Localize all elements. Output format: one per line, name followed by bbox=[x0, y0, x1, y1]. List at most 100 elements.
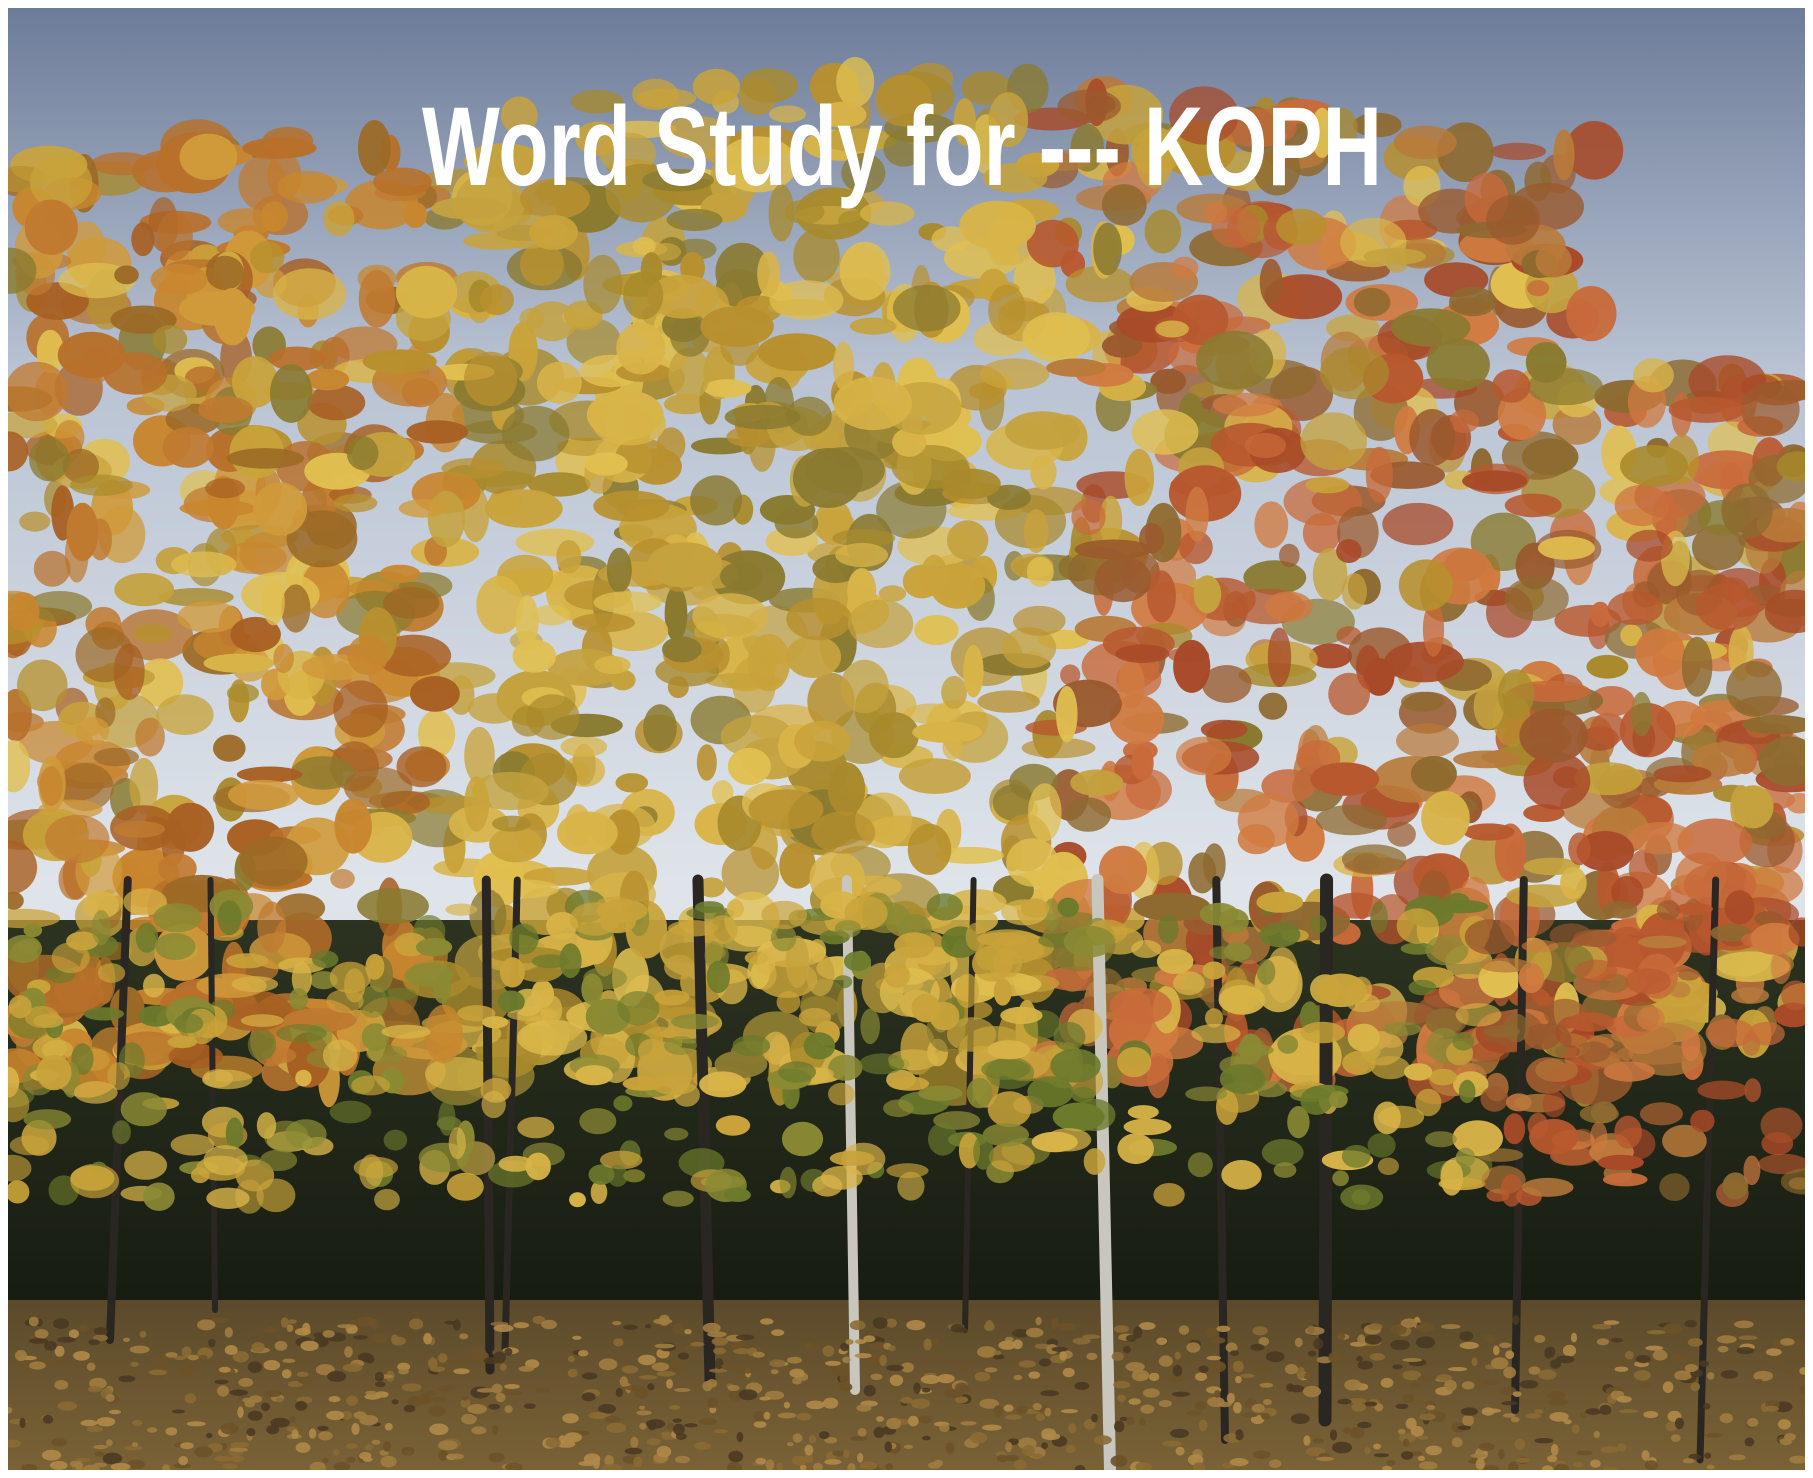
leaf-cluster bbox=[583, 255, 622, 314]
leaf-cluster bbox=[1529, 1119, 1578, 1155]
fallen-leaf bbox=[1111, 1455, 1128, 1467]
leaf-cluster bbox=[1176, 737, 1231, 776]
leaf-cluster bbox=[1681, 1029, 1700, 1061]
fallen-leaf bbox=[1114, 1421, 1124, 1433]
leaf-cluster bbox=[1171, 257, 1199, 280]
leaf-cluster bbox=[1602, 901, 1637, 918]
leaf-cluster bbox=[841, 660, 889, 714]
leaf-cluster bbox=[381, 988, 417, 1001]
fallen-leaf bbox=[230, 1456, 245, 1462]
leaf-cluster bbox=[34, 551, 71, 587]
leaf-cluster bbox=[529, 215, 578, 250]
fallen-leaf bbox=[1542, 1465, 1554, 1473]
leaf-cluster bbox=[1775, 751, 1798, 775]
fallen-leaf bbox=[1074, 1382, 1089, 1390]
fallen-leaf bbox=[855, 1353, 872, 1358]
fallen-leaf bbox=[809, 1435, 816, 1443]
fallen-leaf bbox=[1214, 1390, 1220, 1398]
leaf-cluster bbox=[1429, 1069, 1457, 1086]
fallen-leaf bbox=[1505, 1350, 1514, 1359]
leaf-cluster bbox=[482, 1016, 508, 1028]
fallen-leaf bbox=[1113, 1381, 1130, 1389]
fallen-leaf bbox=[1721, 1370, 1738, 1379]
fallen-leaf bbox=[1780, 1438, 1792, 1445]
fallen-leaf bbox=[223, 1463, 238, 1469]
fallen-leaf bbox=[652, 1362, 670, 1371]
fallen-leaf bbox=[721, 1364, 734, 1368]
leaf-cluster bbox=[928, 1123, 958, 1156]
leaf-cluster bbox=[980, 358, 1049, 389]
leaf-cluster bbox=[947, 520, 988, 560]
fallen-leaf bbox=[326, 1411, 344, 1420]
leaf-cluster bbox=[285, 1119, 327, 1149]
fallen-leaf bbox=[593, 1458, 600, 1469]
leaf-cluster bbox=[707, 961, 730, 994]
fallen-leaf bbox=[484, 1357, 500, 1364]
leaf-cluster bbox=[1310, 762, 1379, 795]
leaf-cluster bbox=[114, 573, 174, 606]
leaf-cluster bbox=[720, 562, 763, 592]
leaf-cluster bbox=[365, 954, 384, 980]
fallen-leaf bbox=[787, 1442, 794, 1446]
fallen-leaf bbox=[921, 1375, 940, 1384]
leaf-cluster bbox=[218, 900, 242, 935]
fallen-leaf bbox=[960, 1421, 976, 1425]
fallen-leaf bbox=[197, 1319, 215, 1330]
fallen-leaf bbox=[1149, 1373, 1159, 1381]
fallen-leaf bbox=[43, 1415, 53, 1424]
leaf-cluster bbox=[5, 362, 69, 421]
leaf-cluster bbox=[575, 1065, 613, 1085]
leaf-cluster bbox=[257, 1112, 276, 1139]
fallen-leaf bbox=[1307, 1325, 1315, 1334]
fallen-leaf bbox=[1208, 1361, 1226, 1373]
fallen-leaf bbox=[885, 1441, 893, 1452]
fallen-leaf bbox=[1458, 1426, 1471, 1431]
fallen-leaf bbox=[1179, 1325, 1189, 1335]
fallen-leaf bbox=[739, 1389, 758, 1400]
fallen-leaf bbox=[1799, 1367, 1808, 1375]
fallen-leaf bbox=[29, 1338, 49, 1344]
leaf-cluster bbox=[812, 1175, 842, 1197]
fallen-leaf bbox=[694, 1442, 711, 1450]
leaf-cluster bbox=[1021, 899, 1050, 918]
fallen-leaf bbox=[318, 1431, 333, 1440]
fallen-leaf bbox=[1172, 1392, 1190, 1397]
fallen-leaf bbox=[1199, 1420, 1208, 1432]
fallen-leaf bbox=[879, 1355, 887, 1366]
fallen-leaf bbox=[1645, 1346, 1663, 1351]
leaf-cluster bbox=[333, 680, 388, 737]
leaf-cluster bbox=[1300, 1022, 1345, 1044]
leaf-cluster bbox=[70, 475, 133, 496]
leaf-cluster bbox=[1185, 1087, 1227, 1102]
leaf-cluster bbox=[323, 1040, 358, 1072]
leaf-cluster bbox=[521, 1026, 559, 1049]
fallen-leaf bbox=[375, 1372, 384, 1382]
fallen-leaf bbox=[264, 1360, 281, 1370]
fallen-leaf bbox=[1159, 1400, 1172, 1407]
fallen-leaf bbox=[1725, 1357, 1732, 1367]
fallen-leaf bbox=[513, 1322, 529, 1328]
leaf-cluster bbox=[206, 1188, 249, 1209]
fallen-leaf bbox=[1290, 1385, 1305, 1393]
fallen-leaf bbox=[221, 1423, 239, 1435]
fallen-leaf bbox=[1063, 1368, 1075, 1378]
fallen-leaf bbox=[633, 1457, 642, 1468]
fallen-leaf bbox=[1313, 1438, 1324, 1443]
fallen-leaf bbox=[166, 1427, 178, 1435]
fallen-leaf bbox=[1425, 1446, 1442, 1456]
fallen-leaf bbox=[985, 1367, 998, 1372]
fallen-leaf bbox=[1707, 1372, 1714, 1380]
leaf-cluster bbox=[121, 1092, 167, 1126]
fallen-leaf bbox=[282, 1359, 295, 1363]
leaf-cluster bbox=[654, 990, 689, 1006]
leaf-cluster bbox=[214, 288, 251, 345]
fallen-leaf bbox=[863, 1335, 875, 1342]
leaf-cluster bbox=[989, 1142, 1035, 1172]
fallen-leaf bbox=[946, 1442, 955, 1453]
fallen-leaf bbox=[488, 1453, 504, 1463]
fallen-leaf bbox=[371, 1440, 380, 1445]
fallen-leaf bbox=[214, 1380, 228, 1385]
leaf-cluster bbox=[830, 1151, 875, 1166]
leaf-cluster bbox=[334, 799, 372, 854]
fallen-leaf bbox=[1498, 1449, 1504, 1460]
